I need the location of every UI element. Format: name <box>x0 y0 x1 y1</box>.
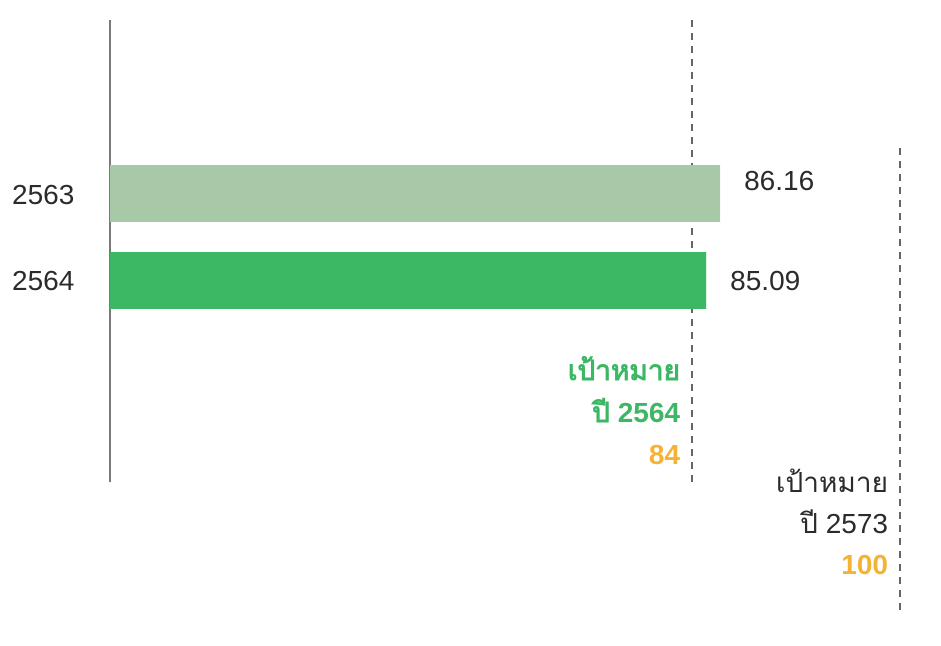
category-label-2564: 2564 <box>12 265 74 296</box>
target-2564-value: 84 <box>649 439 681 470</box>
bar-2564 <box>110 252 707 309</box>
bar-2563 <box>110 165 721 222</box>
category-label-2563: 2563 <box>12 179 74 210</box>
target-2573-value: 100 <box>841 549 888 580</box>
target-2573-label: เป้าหมาย <box>776 467 888 498</box>
value-label-2563: 86.16 <box>744 165 814 196</box>
target-2564-year: ปี 2564 <box>590 397 680 428</box>
target-2564-label: เป้าหมาย <box>568 355 680 386</box>
target-2573-year: ปี 2573 <box>799 508 888 539</box>
value-label-2564: 85.09 <box>730 265 800 296</box>
